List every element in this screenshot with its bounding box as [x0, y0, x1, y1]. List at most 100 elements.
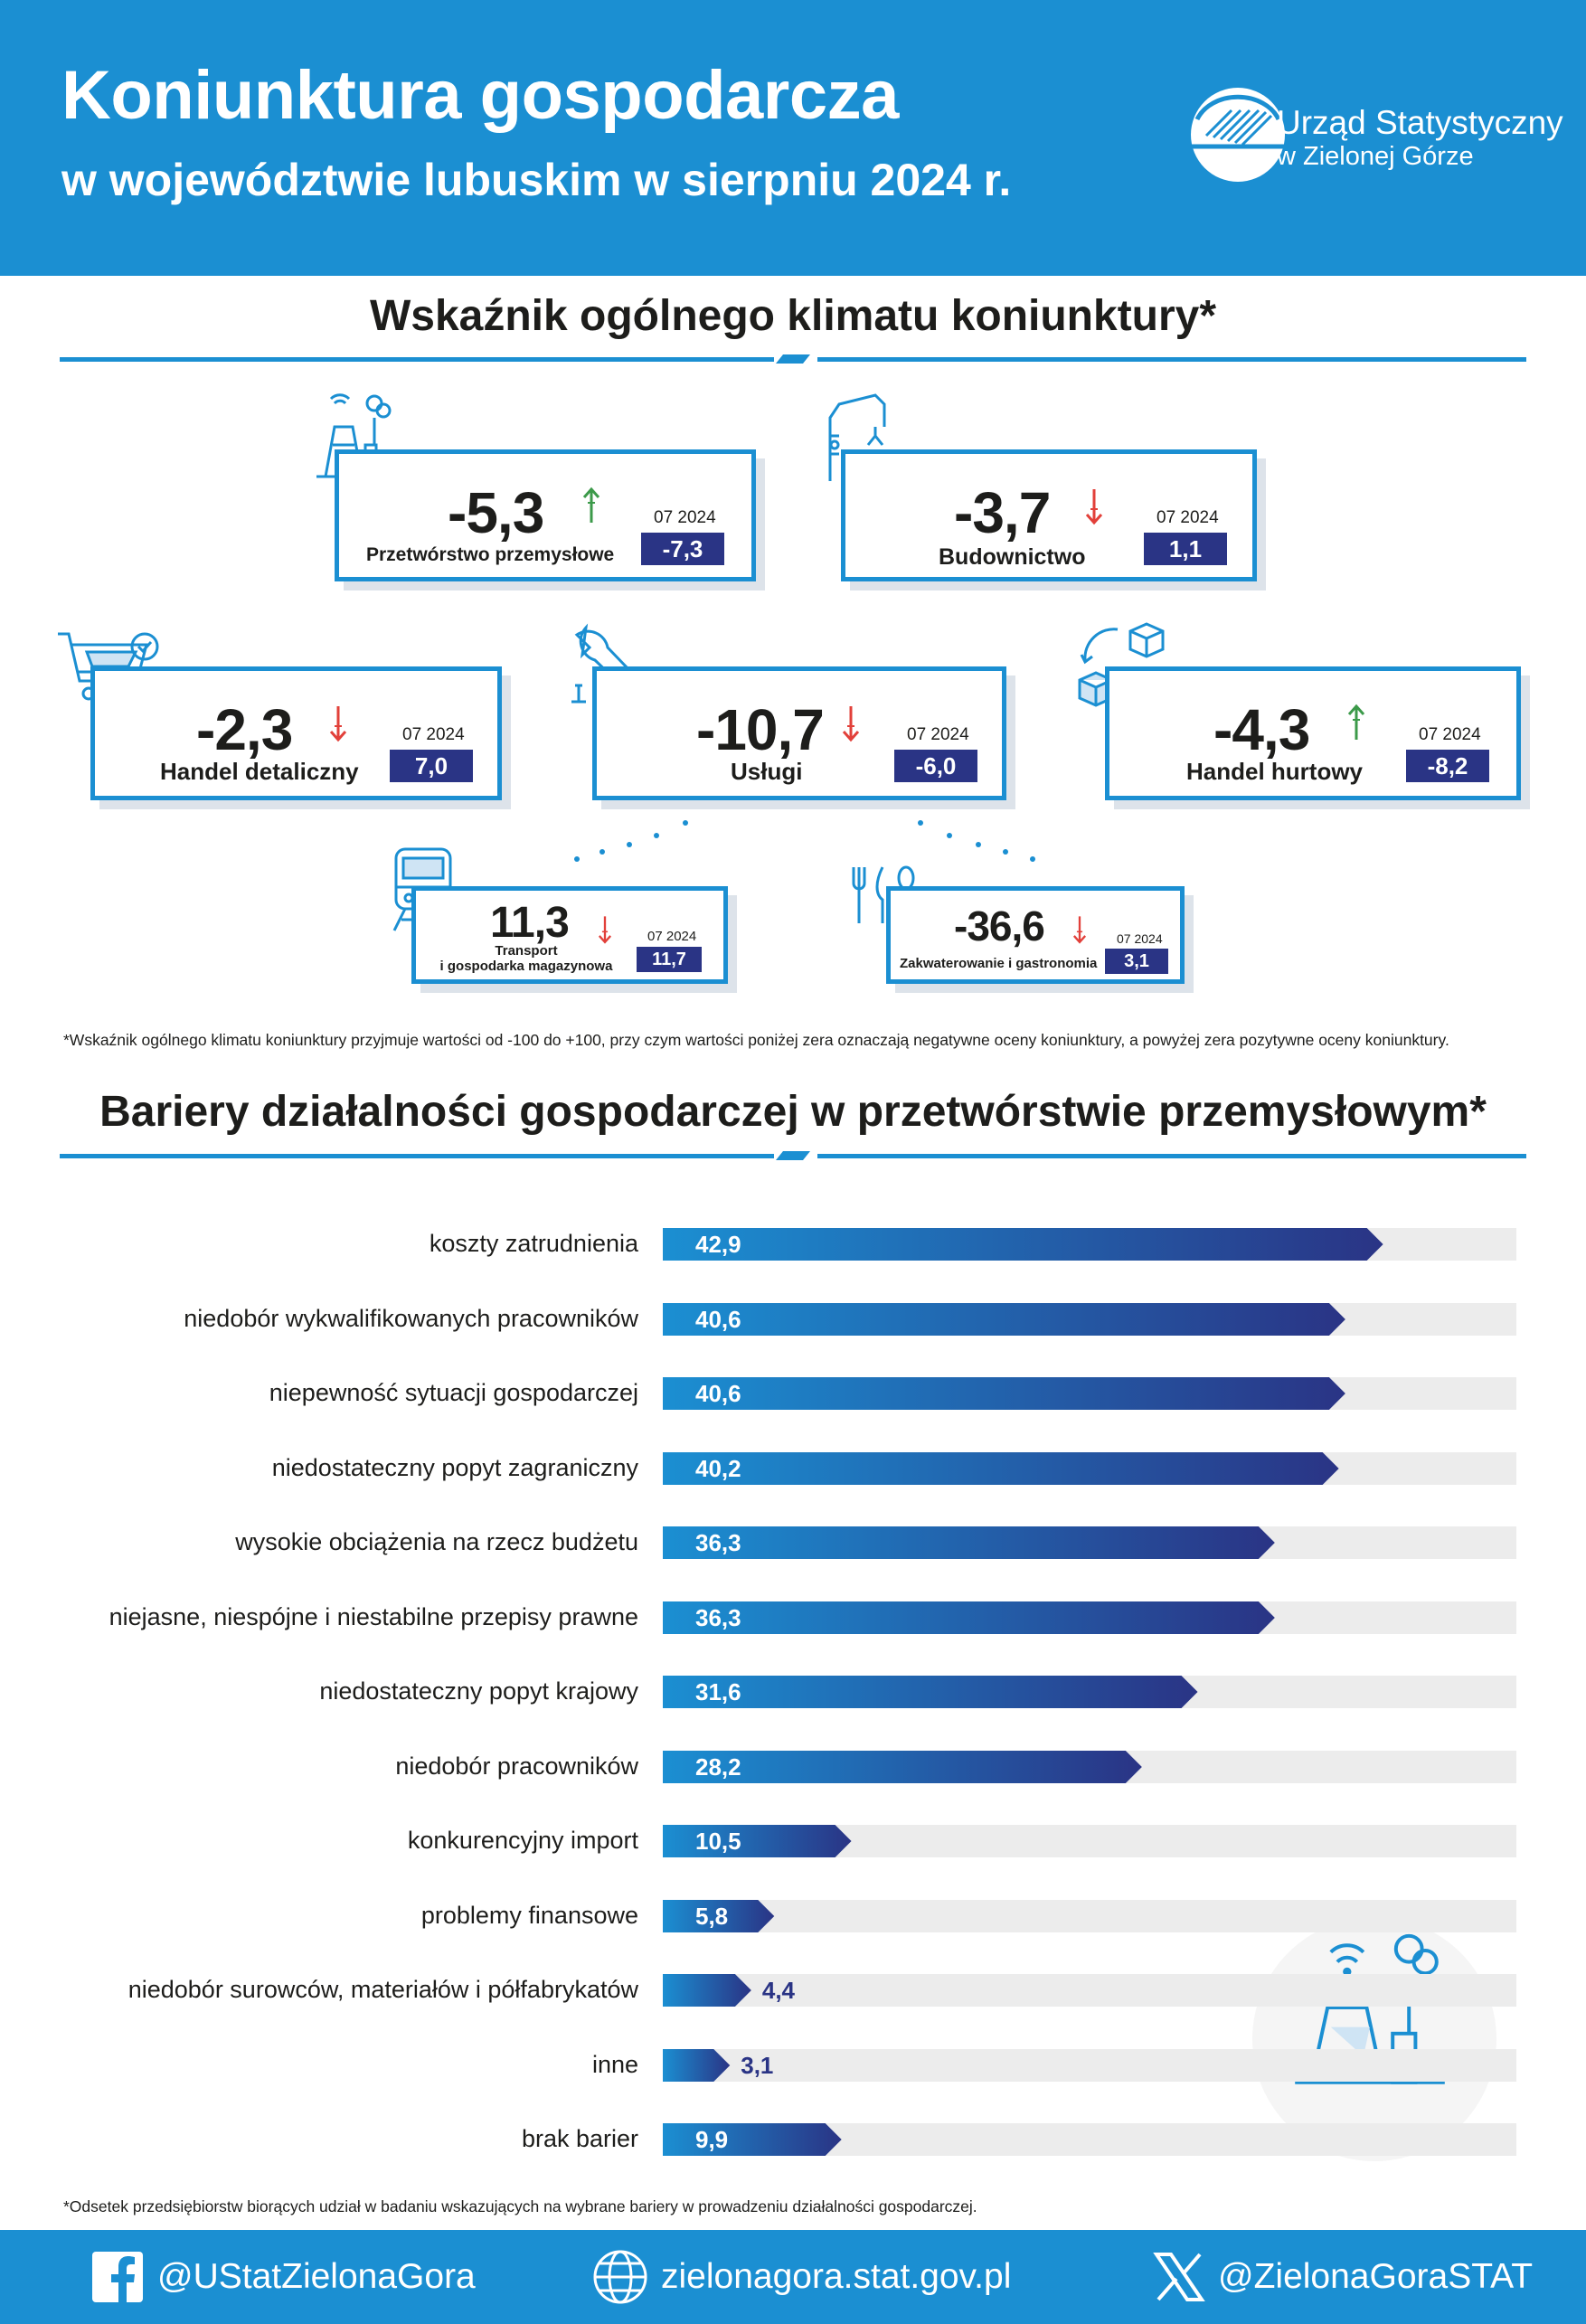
prev-value-badge: 1,1	[1144, 533, 1227, 565]
bar	[663, 1601, 1275, 1634]
bar-value-label: 31,6	[695, 1678, 741, 1705]
sector-value: -3,7	[954, 480, 1051, 545]
prev-period-label: 07 2024	[1156, 508, 1219, 527]
bar-label: niepewność sytuacji gospodarczej	[269, 1379, 638, 1406]
bar-track	[663, 2048, 1516, 2082]
sector-value: -36,6	[954, 902, 1045, 949]
sector-label: Handel detaliczny	[160, 758, 359, 785]
arrow-down-icon	[842, 706, 860, 742]
bar-label: niedobór wykwalifikowanych pracowników	[184, 1304, 638, 1332]
prev-value-badge: 7,0	[390, 750, 473, 782]
header-banner: Koniunktura gospodarcza w województwie l…	[0, 0, 1586, 276]
sector-value: -2,3	[196, 697, 293, 762]
bar-value-label: 36,3	[695, 1603, 741, 1631]
bar-track	[663, 1899, 1516, 1932]
bar	[663, 1451, 1339, 1485]
dots-decoration	[574, 820, 688, 862]
arrow-down-icon	[1072, 916, 1087, 944]
prev-value-badge: -8,2	[1406, 750, 1489, 782]
prev-period-label: 07 2024	[402, 725, 465, 744]
sector-label: Usługi	[731, 758, 803, 785]
bar-label: konkurencyjny import	[407, 1827, 638, 1854]
prev-value-badge: -7,3	[641, 533, 724, 565]
logo-text: Urząd Statystyczny w Zielonej Górze	[1277, 105, 1563, 172]
sector-label: Budownictwo	[939, 544, 1086, 570]
bar	[663, 1302, 1345, 1336]
sector-value: 11,3	[490, 899, 570, 947]
sector-card-construction: -3,7 07 2024 1,1 Budownictwo	[841, 449, 1257, 581]
bar-value-label: 5,8	[695, 1902, 729, 1930]
bar	[663, 1750, 1142, 1783]
page-subtitle: w województwie lubuskim w sierpniu 2024 …	[61, 155, 1012, 205]
sector-card-transport: 11,3 07 2024 11,7 Transport i gospodarka…	[411, 886, 728, 984]
bar-label: wysokie obciążenia na rzecz budżetu	[235, 1528, 638, 1555]
barriers-title: Bariery działalności gospodarczej w prze…	[99, 1088, 1487, 1136]
prev-value-badge: -6,0	[894, 750, 977, 782]
bar	[663, 2123, 842, 2156]
climate-footnote: *Wskaźnik ogólnego klimatu koniunktury p…	[63, 1031, 1449, 1049]
x-link[interactable]: @ZielonaGoraSTAT	[1153, 2230, 1533, 2324]
sector-label: Zakwaterowanie i gastronomia	[900, 956, 1098, 971]
section-divider	[60, 354, 1526, 364]
bar	[663, 1228, 1383, 1261]
website-link[interactable]: zielonagora.stat.gov.pl	[592, 2230, 1011, 2324]
bar-value-label: 10,5	[695, 1828, 741, 1855]
arrow-down-icon	[329, 706, 347, 742]
bar-value-label: 36,3	[695, 1529, 741, 1556]
sector-value: -4,3	[1213, 697, 1310, 762]
section-divider	[60, 1151, 1526, 1160]
barriers-footnote: *Odsetek przedsiębiorstw biorących udzia…	[63, 2197, 977, 2215]
bar-label: inne	[591, 2050, 638, 2078]
bar	[663, 1526, 1275, 1559]
bar-value-label: 40,6	[695, 1305, 741, 1333]
sector-label: Przetwórstwo przemysłowe	[366, 544, 615, 565]
website-url: zielonagora.stat.gov.pl	[661, 2257, 1012, 2296]
bar-value-label: 4,4	[761, 1977, 796, 2004]
bar	[663, 1899, 775, 1932]
facebook-link[interactable]: @UStatZielonaGora	[90, 2230, 476, 2324]
x-logo-icon	[1153, 2253, 1205, 2301]
dots-decoration	[918, 820, 1035, 862]
footer-bar: @UStatZielonaGora zielonagora.stat.gov.p…	[0, 2230, 1586, 2324]
bar	[663, 1825, 852, 1857]
logo-line1: Urząd Statystyczny	[1277, 104, 1563, 141]
bar-label: niedobór surowców, materiałów i półfabry…	[127, 1976, 638, 2003]
bar	[663, 1974, 751, 2007]
prev-period-label: 07 2024	[907, 725, 969, 744]
climate-title: Wskaźnik ogólnego klimatu koniunktury*	[369, 292, 1217, 340]
bar-value-label: 9,9	[695, 2126, 729, 2153]
prev-value-badge: 3,1	[1105, 949, 1168, 974]
sector-label-line2: i gospodarka magazynowa	[439, 959, 613, 974]
sector-card-services: -10,7 07 2024 -6,0 Usługi	[592, 666, 1006, 800]
prev-period-label: 07 2024	[654, 508, 716, 527]
prev-period-label: 07 2024	[647, 929, 697, 944]
prev-value-badge: 11,7	[637, 947, 702, 972]
sector-card-retail: -2,3 07 2024 7,0 Handel detaliczny	[90, 666, 502, 800]
bar-label: niedostateczny popyt krajowy	[319, 1677, 638, 1705]
bar	[663, 2048, 731, 2082]
bar-value-label: 40,6	[695, 1380, 741, 1407]
sector-label: Handel hurtowy	[1186, 758, 1364, 785]
globe-icon	[593, 2250, 647, 2304]
x-handle: @ZielonaGoraSTAT	[1218, 2257, 1534, 2296]
bar-label: niedostateczny popyt zagraniczny	[271, 1453, 638, 1481]
bar-label: niejasne, niespójne i niestabilne przepi…	[109, 1602, 638, 1630]
bar-track	[663, 1974, 1516, 2007]
sector-label-line1: Transport	[495, 943, 558, 959]
prev-period-label: 07 2024	[1117, 931, 1163, 946]
sector-card-wholesale: -4,3 07 2024 -8,2 Handel hurtowy	[1105, 666, 1521, 800]
bar	[663, 1676, 1198, 1708]
sector-card-hospitality: -36,6 07 2024 3,1 Zakwaterowanie i gastr…	[886, 886, 1185, 984]
arrow-up-icon	[1347, 704, 1365, 740]
sector-label: Transport i gospodarka magazynowa	[427, 943, 626, 974]
sector-card-manufacturing: -5,3 07 2024 -7,3 Przetwórstwo przemysło…	[335, 449, 756, 581]
logo-icon	[1191, 88, 1285, 182]
bar-label: niedobór pracowników	[395, 1752, 638, 1780]
arrow-up-icon	[582, 487, 600, 523]
facebook-icon	[92, 2252, 143, 2302]
bar-label: koszty zatrudnienia	[429, 1230, 638, 1257]
bar-label: problemy finansowe	[420, 1901, 638, 1929]
page-title: Koniunktura gospodarcza	[61, 57, 899, 134]
bar-value-label: 3,1	[741, 2051, 774, 2079]
sector-value: -5,3	[448, 480, 544, 545]
